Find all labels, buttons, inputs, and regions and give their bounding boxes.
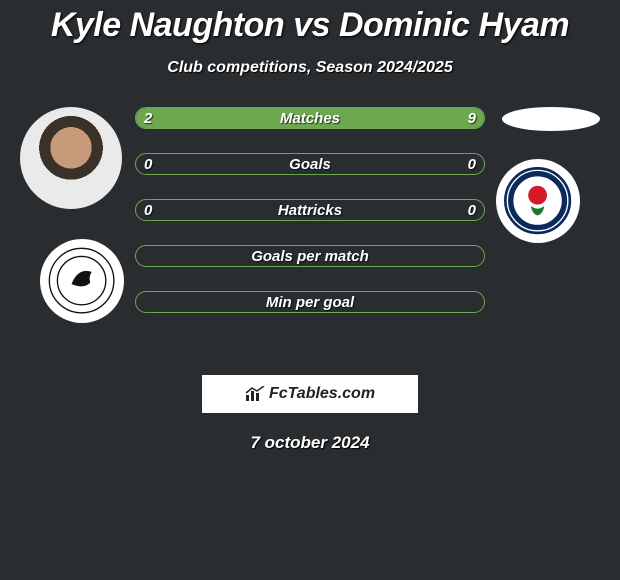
player2-photo-placeholder <box>502 107 600 131</box>
vs-text: vs <box>293 6 330 44</box>
chart-icon <box>245 386 265 402</box>
player2-name: Dominic Hyam <box>339 6 569 44</box>
subtitle: Club competitions, Season 2024/2025 <box>10 59 610 77</box>
stat-bar: 00Hattricks <box>135 199 485 221</box>
stat-bar: 00Goals <box>135 153 485 175</box>
club2-badge <box>496 159 580 243</box>
blackburn-icon <box>504 167 571 234</box>
date-text: 7 october 2024 <box>10 433 610 453</box>
comparison-panel: 29Matches 00Goals 00Hattricks Goals per mat… <box>10 107 610 367</box>
stat-label: Goals <box>136 154 484 175</box>
stat-bar: 29Matches <box>135 107 485 129</box>
stat-label: Hattricks <box>136 200 484 221</box>
brand-text: FcTables.com <box>269 385 375 403</box>
stat-bars: 29Matches 00Goals 00Hattricks Goals per mat… <box>135 107 485 313</box>
player1-name: Kyle Naughton <box>51 6 284 44</box>
brand-badge: FcTables.com <box>202 375 418 413</box>
club1-badge <box>40 239 124 323</box>
swansea-icon <box>48 247 115 314</box>
stat-label: Min per goal <box>136 292 484 313</box>
stat-bar: Min per goal <box>135 291 485 313</box>
stat-label: Goals per match <box>136 246 484 267</box>
stat-label: Matches <box>136 108 484 129</box>
player1-photo <box>20 107 122 209</box>
page-title: Kyle Naughton vs Dominic Hyam <box>10 0 610 45</box>
stat-bar: Goals per match <box>135 245 485 267</box>
